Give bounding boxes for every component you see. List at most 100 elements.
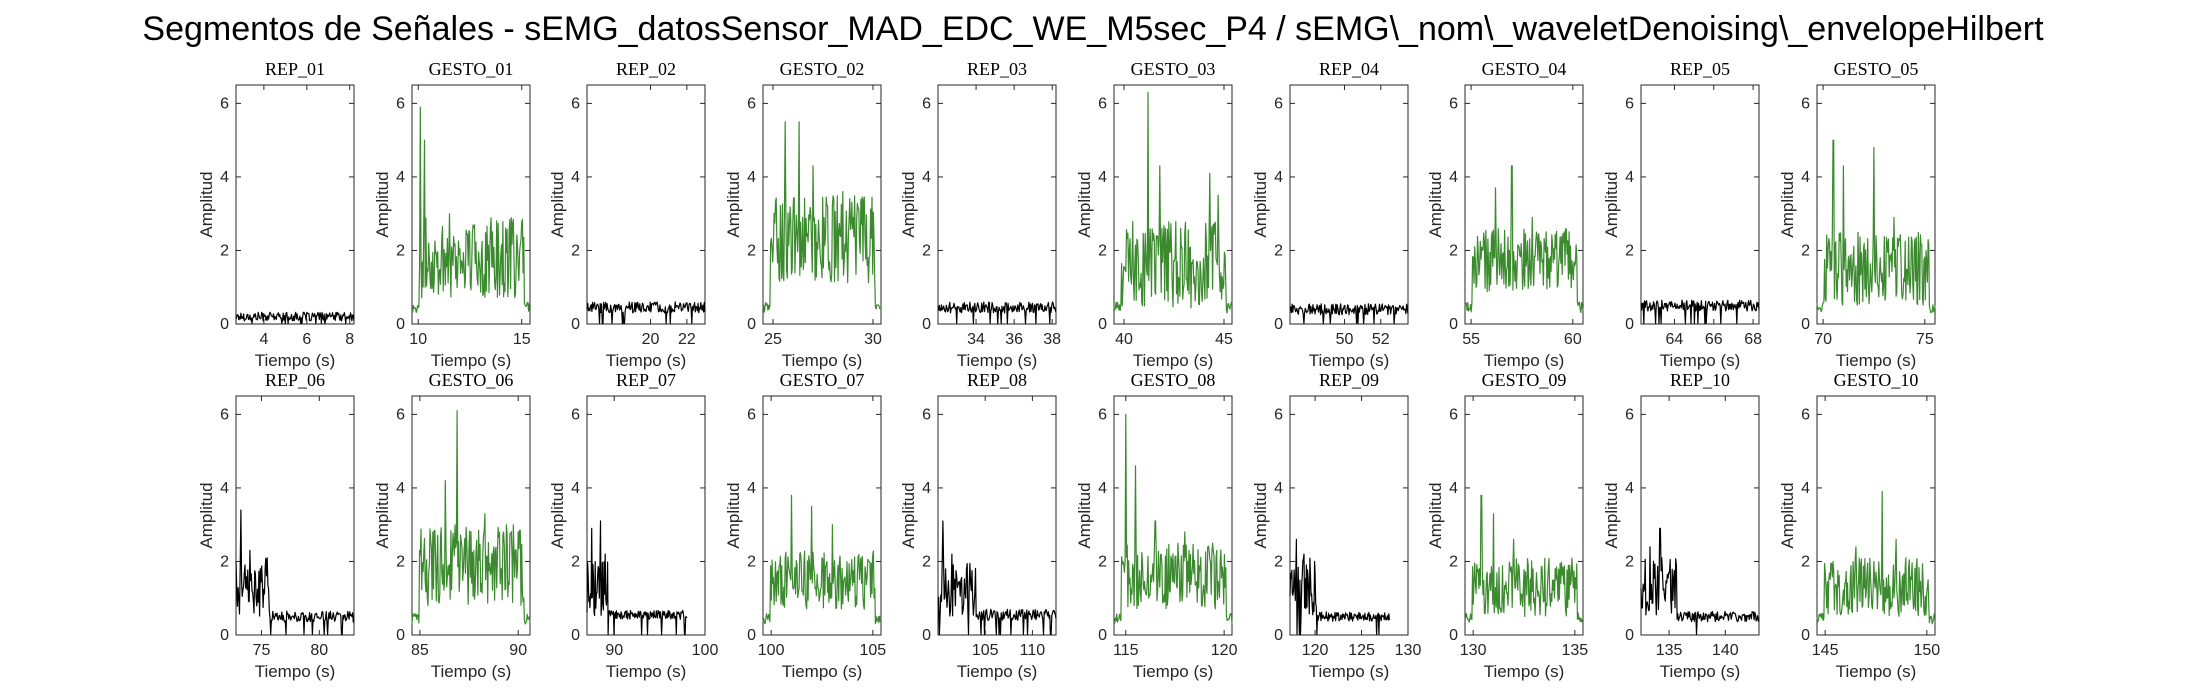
y-tick-label: 0 (1449, 627, 1458, 644)
y-tick-label: 0 (396, 627, 405, 644)
x-tick-label: 135 (1562, 642, 1589, 659)
subplot-gesto-10: GESTO_10 0 2 4 6 145 150 Tiempo (s) Amplitud (1778, 370, 1940, 681)
x-tick-label: 40 (1115, 331, 1133, 348)
y-tick-label: 6 (1801, 95, 1810, 112)
subplot-rep-10: REP_10 0 2 4 6 135 140 Tiempo (s) Amplitud (1602, 370, 1760, 681)
subplot-title: REP_08 (967, 370, 1027, 390)
subplot-title: REP_04 (1319, 59, 1379, 79)
subplot-gesto-09: GESTO_09 0 2 4 6 130 135 Tiempo (s) Amplitud (1426, 370, 1588, 681)
subplot-rep-08: REP_08 0 2 4 6 105 110 Tiempo (s) Amplitud (899, 370, 1057, 681)
y-tick-label: 4 (1098, 480, 1107, 497)
subplot-title: REP_07 (616, 370, 676, 390)
y-tick-label: 0 (1625, 316, 1634, 333)
subplot-rep-02: REP_02 0 2 4 6 20 22 Tiempo (s) Amplitud (548, 59, 706, 370)
signal-trace-rep (1289, 303, 1409, 324)
y-tick-label: 2 (1449, 553, 1458, 570)
x-tick-label: 105 (860, 642, 887, 659)
x-axis-label: Tiempo (s) (957, 662, 1038, 681)
y-tick-label: 4 (571, 480, 580, 497)
x-axis-label: Tiempo (s) (1836, 662, 1917, 681)
y-tick-label: 0 (747, 627, 756, 644)
x-axis-label: Tiempo (s) (1660, 662, 1741, 681)
x-tick-label: 125 (1348, 642, 1375, 659)
subplot-title: GESTO_09 (1482, 370, 1567, 390)
y-axis-label: Amplitud (1602, 171, 1621, 237)
x-axis-label: Tiempo (s) (255, 351, 336, 370)
subplot-gesto-06: GESTO_06 0 2 4 6 85 90 Tiempo (s) Amplitud (373, 370, 531, 681)
y-tick-label: 4 (571, 169, 580, 186)
x-tick-label: 30 (864, 331, 882, 348)
subplot-gesto-08: GESTO_08 0 2 4 6 115 120 Tiempo (s) Amplitud (1075, 370, 1238, 681)
y-tick-label: 4 (1625, 169, 1634, 186)
y-tick-label: 6 (220, 406, 229, 423)
subplot-title: GESTO_01 (429, 59, 514, 79)
y-tick-label: 0 (220, 627, 229, 644)
x-tick-label: 36 (1005, 331, 1023, 348)
y-tick-label: 0 (922, 316, 931, 333)
y-tick-label: 4 (396, 169, 405, 186)
subplot-title: REP_06 (265, 370, 325, 390)
y-axis-label: Amplitud (373, 171, 392, 237)
x-tick-label: 4 (259, 331, 268, 348)
y-tick-label: 0 (1801, 627, 1810, 644)
x-tick-label: 50 (1336, 331, 1354, 348)
subplot-title: REP_01 (265, 59, 325, 79)
y-tick-label: 2 (747, 553, 756, 570)
axes-box (586, 395, 706, 636)
signal-trace-gesto (411, 106, 531, 313)
y-axis-label: Amplitud (1251, 171, 1270, 237)
y-tick-label: 4 (1801, 169, 1810, 186)
y-tick-label: 4 (747, 169, 756, 186)
x-axis-label: Tiempo (s) (255, 662, 336, 681)
y-tick-label: 0 (922, 627, 931, 644)
y-tick-label: 0 (1449, 316, 1458, 333)
y-tick-label: 4 (1274, 480, 1283, 497)
subplot-rep-01: REP_01 0 2 4 6 4 6 8 Tiempo (s) Amplitud (197, 59, 355, 370)
y-axis-label: Amplitud (548, 482, 567, 548)
y-tick-label: 6 (1625, 406, 1634, 423)
x-tick-label: 100 (758, 642, 785, 659)
x-tick-label: 105 (972, 642, 999, 659)
y-tick-label: 0 (747, 316, 756, 333)
subplot-rep-06: REP_06 0 2 4 6 75 80 Tiempo (s) Amplitud (197, 370, 355, 681)
y-axis-label: Amplitud (724, 171, 743, 237)
x-axis-label: Tiempo (s) (1309, 662, 1390, 681)
y-tick-label: 0 (1801, 316, 1810, 333)
signal-trace-gesto (1113, 413, 1233, 625)
x-axis-label: Tiempo (s) (1133, 351, 1214, 370)
y-tick-label: 6 (1274, 406, 1283, 423)
signal-trace-rep (1289, 538, 1390, 635)
x-axis-label: Tiempo (s) (782, 662, 863, 681)
subplot-title: GESTO_06 (429, 370, 514, 390)
x-tick-label: 22 (678, 331, 696, 348)
y-tick-label: 6 (922, 406, 931, 423)
y-tick-label: 2 (922, 553, 931, 570)
y-tick-label: 4 (220, 169, 229, 186)
x-tick-label: 38 (1043, 331, 1061, 348)
subplot-rep-09: REP_09 0 2 4 6 120 125 130 Tiempo (s) Amplitud (1251, 370, 1421, 681)
signal-trace-gesto (1464, 494, 1584, 623)
y-tick-label: 2 (1625, 242, 1634, 259)
y-axis-label: Amplitud (1075, 482, 1094, 548)
x-tick-label: 120 (1211, 642, 1238, 659)
signal-trace-rep (1640, 299, 1760, 324)
y-tick-label: 6 (571, 406, 580, 423)
axes-box (1640, 395, 1760, 636)
y-tick-label: 0 (1098, 316, 1107, 333)
y-tick-label: 0 (1098, 627, 1107, 644)
subplot-title: REP_09 (1319, 370, 1379, 390)
x-axis-label: Tiempo (s) (1484, 351, 1565, 370)
x-tick-label: 130 (1395, 642, 1422, 659)
signal-trace-gesto (1816, 139, 1936, 314)
subplot-gesto-07: GESTO_07 0 2 4 6 100 105 Tiempo (s) Amplitud (724, 370, 886, 681)
y-tick-label: 6 (1801, 406, 1810, 423)
subplot-title: REP_05 (1670, 59, 1730, 79)
x-tick-label: 100 (692, 642, 719, 659)
subplot-rep-07: REP_07 0 2 4 6 90 100 Tiempo (s) Amplitud (548, 370, 718, 681)
x-tick-label: 135 (1656, 642, 1683, 659)
x-axis-label: Tiempo (s) (1133, 662, 1214, 681)
y-tick-label: 0 (1274, 316, 1283, 333)
